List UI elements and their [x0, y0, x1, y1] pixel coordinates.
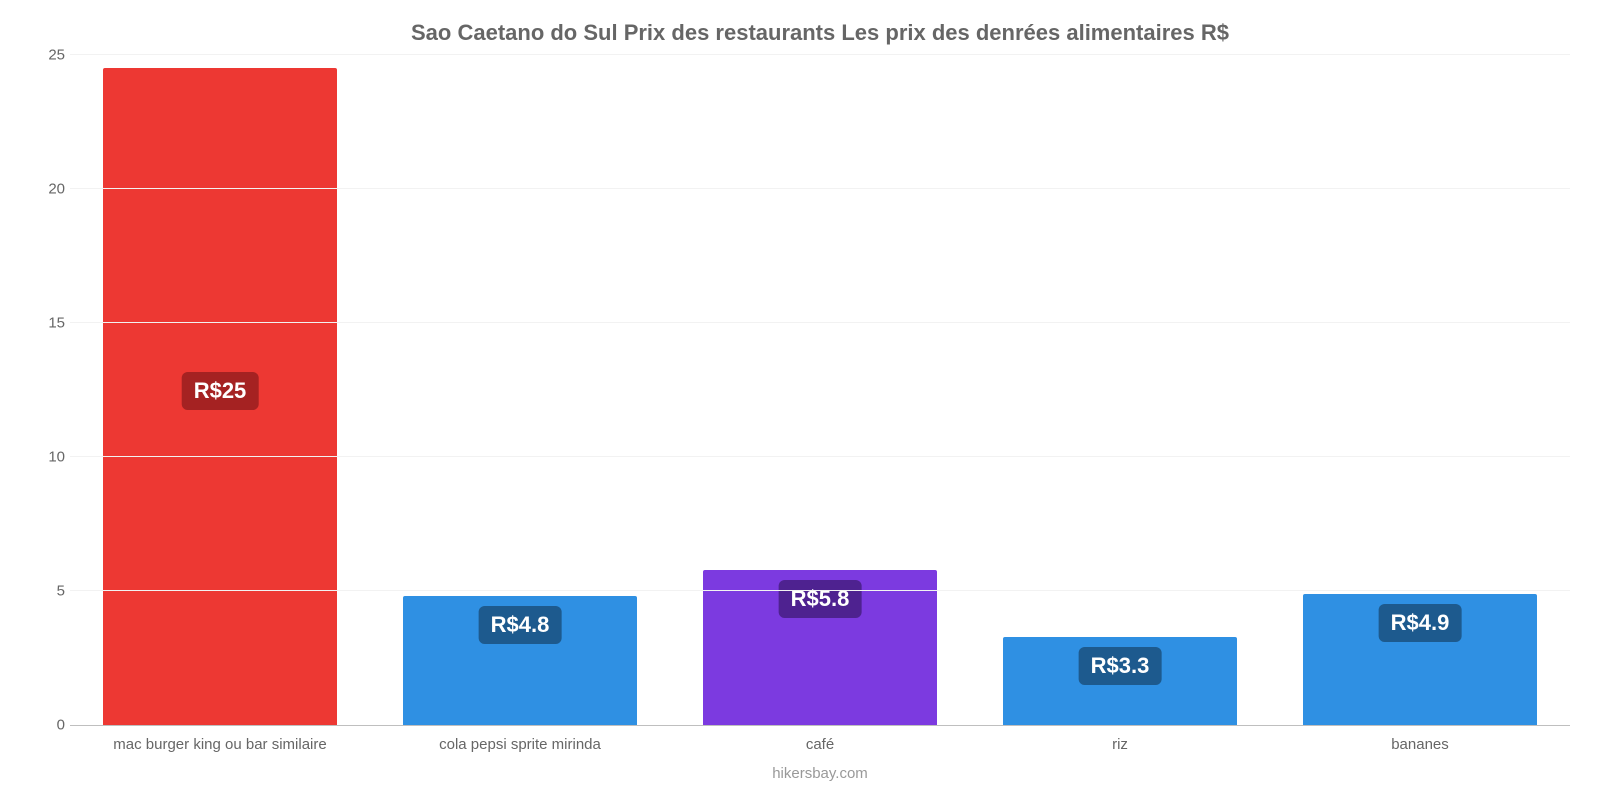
plot-area: R$25R$4.8R$5.8R$3.3R$4.9 0510152025: [70, 56, 1570, 726]
bar-slot: R$25: [70, 56, 370, 725]
y-tick-label: 25: [30, 47, 65, 64]
bar-slot: R$4.9: [1270, 56, 1570, 725]
y-tick-label: 15: [30, 315, 65, 332]
x-tick-label: riz: [970, 736, 1270, 753]
bar-slot: R$5.8: [670, 56, 970, 725]
y-tick-label: 0: [30, 717, 65, 734]
gridline: [70, 590, 1570, 591]
bar: R$3.3: [1003, 637, 1237, 725]
bar: R$4.9: [1303, 594, 1537, 725]
y-tick-label: 10: [30, 449, 65, 466]
y-tick-label: 20: [30, 181, 65, 198]
bar-value-label: R$25: [182, 372, 259, 410]
bar-slot: R$4.8: [370, 56, 670, 725]
bar: R$25: [103, 68, 337, 725]
gridline: [70, 322, 1570, 323]
gridline: [70, 456, 1570, 457]
chart-container: Sao Caetano do Sul Prix des restaurants …: [0, 0, 1600, 800]
bars-group: R$25 R$4.8 R$5.8 R$3.3 R$4.9: [70, 56, 1570, 725]
bar: R$5.8: [703, 570, 937, 725]
bar-slot: R$3.3: [970, 56, 1270, 725]
x-tick-label: mac burger king ou bar similaire: [70, 736, 370, 753]
x-axis-labels: mac burger king ou bar similairecola pep…: [70, 736, 1570, 753]
gridline: [70, 54, 1570, 55]
chart-title: Sao Caetano do Sul Prix des restaurants …: [70, 20, 1570, 46]
bar-value-label: R$3.3: [1079, 647, 1162, 685]
bar-value-label: R$5.8: [779, 580, 862, 618]
x-tick-label: cola pepsi sprite mirinda: [370, 736, 670, 753]
bar: R$4.8: [403, 596, 637, 725]
y-tick-label: 5: [30, 583, 65, 600]
gridline: [70, 188, 1570, 189]
x-tick-label: bananes: [1270, 736, 1570, 753]
bar-value-label: R$4.9: [1379, 604, 1462, 642]
credit-text: hikersbay.com: [70, 765, 1570, 782]
bar-value-label: R$4.8: [479, 606, 562, 644]
x-tick-label: café: [670, 736, 970, 753]
